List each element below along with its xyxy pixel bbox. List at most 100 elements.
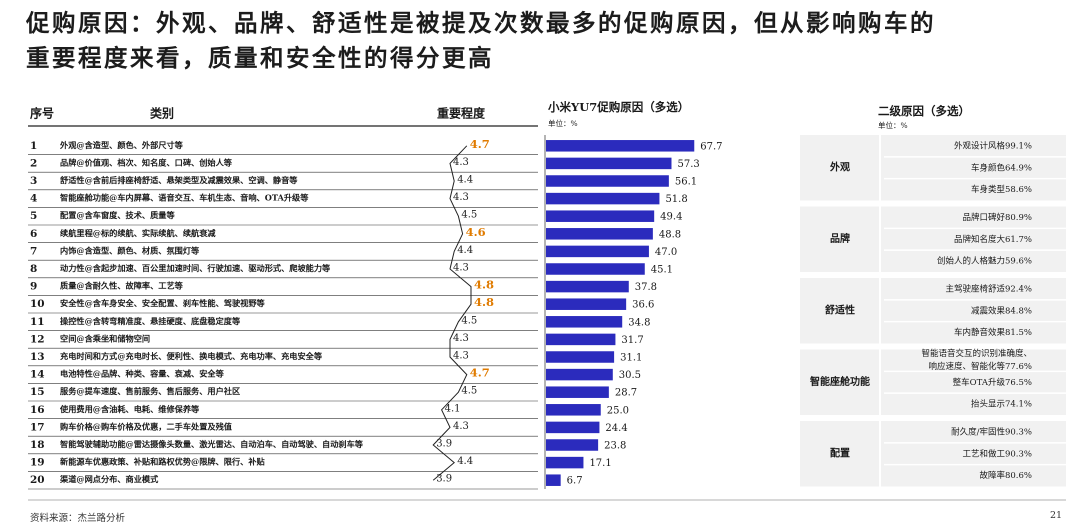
bar xyxy=(546,175,669,187)
secondary-item-label: 创始人的人格魅力59.6% xyxy=(937,256,1032,267)
bar-value-label: 24.4 xyxy=(605,423,627,434)
category-label: 操控性@含转弯精准度、悬挂硬度、底盘稳定度等 xyxy=(60,316,240,326)
row-number: 1 xyxy=(30,140,37,152)
secondary-group-label: 智能座舱功能 xyxy=(810,375,870,388)
importance-value: 4.6 xyxy=(466,225,486,239)
category-label: 智能驾驶辅助功能@雷达摄像头数量、激光雷达、自动泊车、自动驾驶、自动刹车等 xyxy=(59,439,363,449)
bar-value-label: 30.5 xyxy=(619,370,641,381)
secondary-item-label: 品牌知名度大61.7% xyxy=(954,234,1032,245)
bar-panel-title: 小米YU7促购原因（多选） xyxy=(547,100,689,114)
importance-value: 4.5 xyxy=(461,210,477,221)
category-label: 服务@提车速度、售前服务、售后服务、用户社区 xyxy=(60,386,240,396)
importance-value: 4.8 xyxy=(474,295,494,309)
row-number: 16 xyxy=(30,404,45,416)
bar-value-label: 17.1 xyxy=(589,458,611,469)
bar xyxy=(546,333,616,346)
secondary-item-label: 抬头显示74.1% xyxy=(971,399,1032,410)
bar-value-label: 47.0 xyxy=(655,247,677,258)
secondary-item-label: 智能语音交互的识别准确度、 xyxy=(921,348,1032,359)
bar-value-label: 45.1 xyxy=(651,265,673,276)
bar-value-label: 51.8 xyxy=(665,194,687,205)
bar-value-label: 31.1 xyxy=(620,353,642,364)
row-number: 5 xyxy=(30,210,37,222)
bar-value-label: 28.7 xyxy=(615,388,637,399)
importance-value: 3.9 xyxy=(436,439,452,450)
bar xyxy=(546,263,645,275)
page-title: 促购原因：外观、品牌、舒适性是被提及次数最多的促购原因，但从影响购车的 重要程度… xyxy=(26,6,1066,76)
row-number: 7 xyxy=(30,245,37,257)
row-number: 13 xyxy=(30,351,45,363)
category-label: 配置@含车窗度、技术、质量等 xyxy=(60,210,175,220)
secondary-group-bg xyxy=(800,278,1066,344)
row-number: 10 xyxy=(30,298,45,310)
category-label: 渠道@网点分布、商业模式 xyxy=(59,474,159,484)
header-no: 序号 xyxy=(30,106,54,121)
row-number: 6 xyxy=(30,228,37,240)
row-number: 8 xyxy=(30,263,37,275)
category-label: 安全性@含车身安全、安全配置、刹车性能、驾驶视野等 xyxy=(60,298,265,308)
secondary-item-label: 整车OTA升级76.5% xyxy=(953,377,1032,388)
page-number: 21 xyxy=(1050,510,1063,521)
importance-value: 4.3 xyxy=(453,263,469,274)
category-label: 购车价格@购车价格及优惠，二手车处置及残值 xyxy=(59,421,233,431)
secondary-item-label: 工艺和做工90.3% xyxy=(962,448,1032,459)
bar xyxy=(546,316,623,328)
bar xyxy=(546,386,609,398)
row-number: 2 xyxy=(30,157,37,169)
secondary-item-label: 耐久度/牢固性90.3% xyxy=(951,426,1032,437)
bar xyxy=(546,421,600,434)
row-number: 11 xyxy=(30,316,45,328)
category-label: 空间@含乘坐和储物空间 xyxy=(60,333,150,343)
secondary-group-label: 外观 xyxy=(829,160,850,173)
bar xyxy=(546,456,584,469)
category-label: 外观@含造型、颜色、外部尺寸等 xyxy=(59,140,183,150)
bar xyxy=(546,157,672,170)
title-line-2: 重要程度来看，质量和安全性的得分更高 xyxy=(26,44,494,72)
importance-value: 4.4 xyxy=(457,245,473,256)
bar xyxy=(546,245,649,258)
secondary-item-label: 车身颜色64.9% xyxy=(971,162,1032,173)
bar-value-label: 25.0 xyxy=(607,405,629,416)
bar-value-label: 6.7 xyxy=(567,476,583,487)
bar xyxy=(546,280,629,293)
category-label: 品牌@价值观、档次、知名度、口碑、创始人等 xyxy=(60,157,232,167)
row-number: 4 xyxy=(30,193,37,205)
secondary-item-label: 主驾驶座椅舒适92.4% xyxy=(945,283,1032,294)
bar-value-label: 67.7 xyxy=(700,141,722,152)
bar-value-label: 36.6 xyxy=(632,300,654,311)
secondary-item-label: 减震效果84.8% xyxy=(971,305,1032,316)
bar xyxy=(546,228,653,240)
secondary-item-label: 车内静音效果81.5% xyxy=(954,327,1032,338)
secondary-group-label: 舒适性 xyxy=(825,303,855,316)
importance-value: 4.3 xyxy=(453,192,469,203)
row-number: 15 xyxy=(30,386,45,398)
importance-value: 4.8 xyxy=(474,278,494,292)
row-number: 20 xyxy=(30,474,45,486)
secondary-panel-unit: 单位：% xyxy=(878,120,908,130)
row-number: 12 xyxy=(30,333,45,345)
secondary-group-bg xyxy=(800,421,1066,487)
header-category: 类别 xyxy=(150,106,174,121)
importance-value: 4.5 xyxy=(461,315,477,326)
secondary-item-label: 响应速度、智能化等77.6% xyxy=(928,361,1032,372)
row-number: 3 xyxy=(30,175,37,187)
category-label: 动力性@含起步加速、百公里加速时间、行驶加速、驱动形式、爬坡能力等 xyxy=(60,263,330,273)
category-label: 内饰@含造型、颜色、材质、氛围灯等 xyxy=(60,245,199,255)
importance-value: 4.7 xyxy=(470,366,490,380)
category-label: 质量@含耐久性、故障率、工艺等 xyxy=(60,281,183,291)
importance-value: 4.5 xyxy=(461,386,477,397)
row-number: 18 xyxy=(30,439,45,451)
bar xyxy=(546,439,599,451)
bar-value-label: 23.8 xyxy=(604,441,626,452)
row-number: 19 xyxy=(30,457,45,469)
secondary-panel-title: 二级原因（多选） xyxy=(878,104,970,118)
row-number: 14 xyxy=(30,369,45,381)
secondary-group-bg xyxy=(800,349,1066,415)
importance-value: 4.4 xyxy=(457,175,473,186)
row-number: 9 xyxy=(30,281,37,293)
bar-value-label: 57.3 xyxy=(677,159,699,170)
bar xyxy=(546,404,601,416)
bar xyxy=(546,368,613,381)
bar xyxy=(546,351,615,363)
